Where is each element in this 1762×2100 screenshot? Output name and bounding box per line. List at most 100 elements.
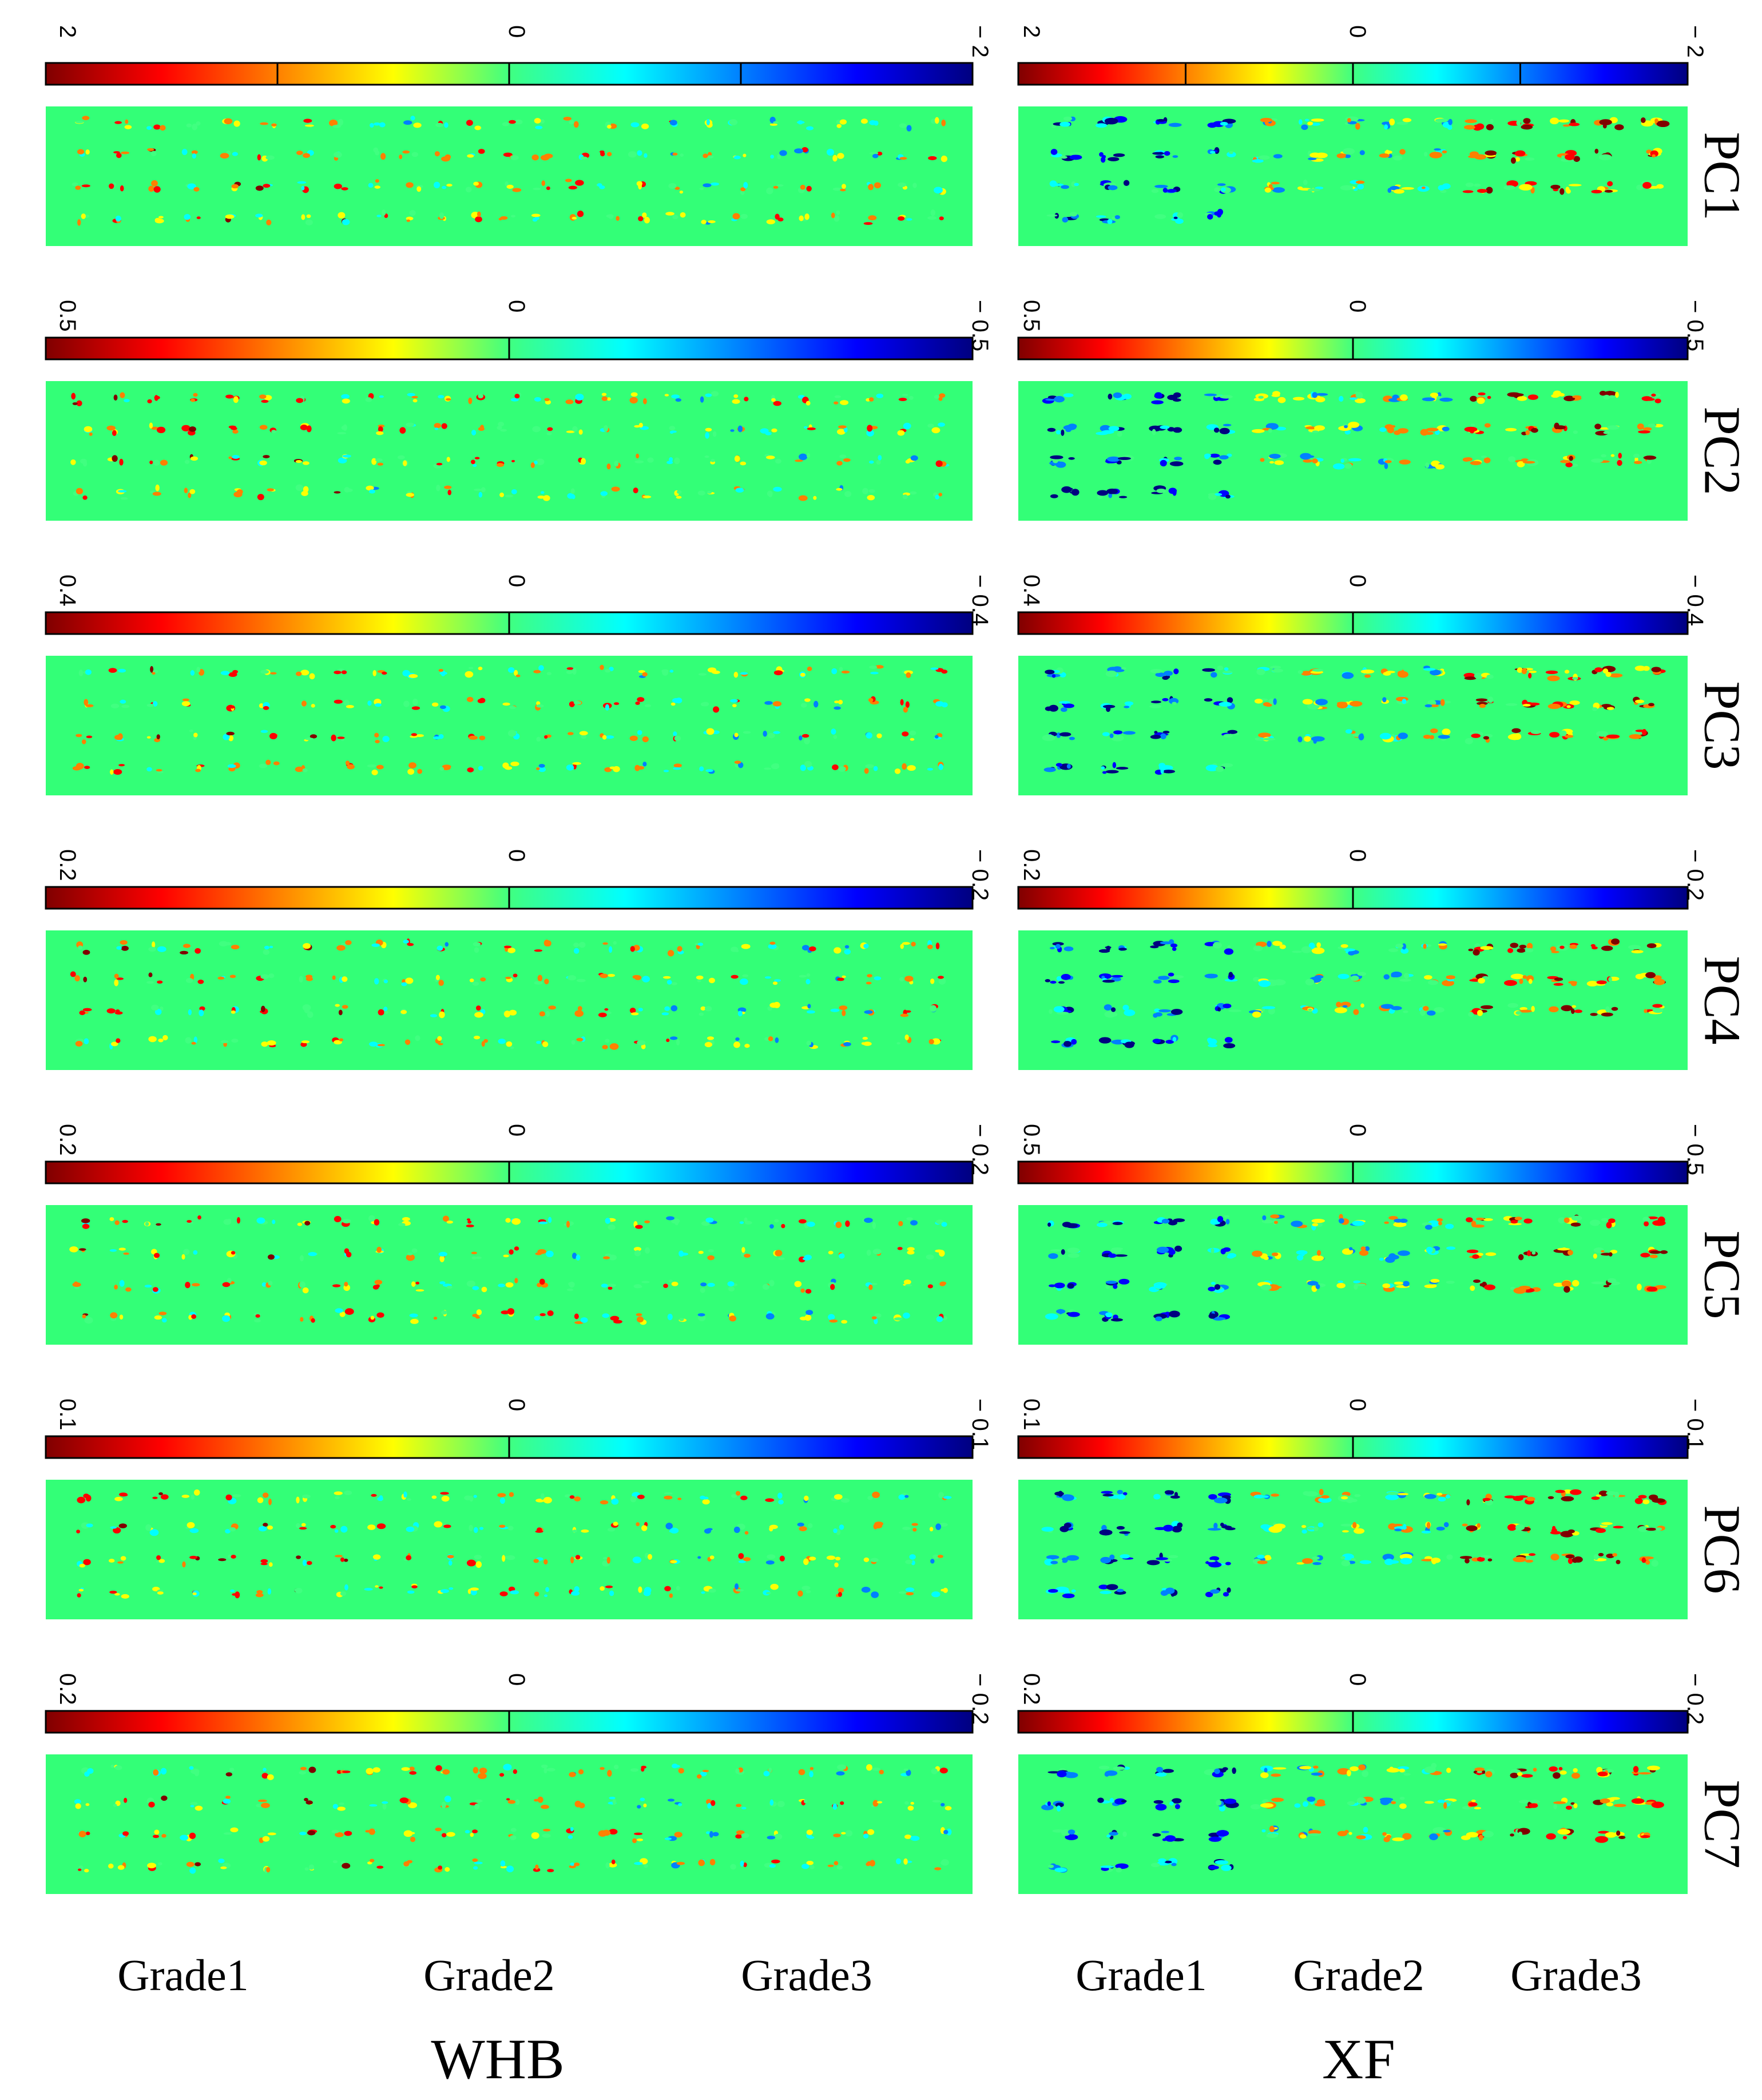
loading-pixel bbox=[1252, 1011, 1261, 1018]
loading-pixel bbox=[843, 427, 848, 433]
loading-pixel bbox=[1268, 1007, 1275, 1015]
loading-map-pixels bbox=[70, 938, 946, 1050]
loading-map-pixels bbox=[76, 1489, 952, 1599]
loading-pixel bbox=[1609, 1252, 1613, 1257]
loading-pixel bbox=[1098, 1765, 1110, 1770]
loading-pixel bbox=[1642, 427, 1652, 431]
loading-pixel bbox=[1062, 1593, 1075, 1599]
loading-pixel bbox=[154, 1315, 162, 1320]
loading-pixel bbox=[1400, 1558, 1412, 1564]
loading-pixel bbox=[707, 155, 714, 159]
loading-pixel bbox=[1475, 698, 1488, 702]
loading-pixel bbox=[539, 1278, 545, 1285]
loading-pixel bbox=[1654, 118, 1658, 123]
loading-pixel bbox=[1216, 1317, 1226, 1320]
loading-pixel bbox=[1573, 1803, 1578, 1809]
loading-pixel bbox=[1521, 1774, 1533, 1778]
loading-pixel bbox=[1565, 1805, 1573, 1810]
loading-pixel bbox=[308, 1766, 316, 1773]
loading-pixel bbox=[340, 942, 347, 946]
loading-pixel bbox=[1462, 457, 1470, 462]
loading-pixel bbox=[402, 669, 410, 677]
loading-pixel bbox=[406, 1526, 415, 1532]
loading-pixel bbox=[539, 1011, 545, 1017]
loading-pixel bbox=[600, 1767, 605, 1770]
loading-pixel bbox=[665, 1523, 673, 1530]
loading-pixel bbox=[1547, 1496, 1554, 1499]
loading-pixel bbox=[1216, 1830, 1229, 1837]
loading-pixel bbox=[670, 1036, 678, 1040]
loading-pixel bbox=[904, 1801, 909, 1805]
loading-pixel bbox=[940, 155, 947, 163]
loading-pixel bbox=[868, 397, 874, 402]
loading-pixel bbox=[1260, 1524, 1271, 1530]
loading-pixel bbox=[1050, 149, 1058, 155]
loading-pixel bbox=[1635, 729, 1645, 732]
loading-pixel bbox=[861, 1587, 871, 1593]
loading-pixel bbox=[1646, 943, 1657, 949]
loading-pixel bbox=[1210, 1589, 1220, 1594]
loading-pixel bbox=[1443, 1521, 1449, 1528]
loading-pixel bbox=[81, 184, 90, 188]
loading-pixel bbox=[466, 1559, 476, 1567]
loading-pixel bbox=[514, 394, 520, 399]
loading-pixel bbox=[1304, 1491, 1318, 1497]
loading-pixel bbox=[535, 1864, 539, 1870]
loading-pixel bbox=[572, 426, 578, 432]
loading-pixel bbox=[538, 767, 546, 772]
loading-pixel bbox=[382, 1803, 387, 1810]
loading-pixel bbox=[1652, 1004, 1663, 1008]
loading-pixel bbox=[866, 981, 872, 985]
colorbar-label-center: 0 bbox=[1345, 849, 1370, 862]
loading-pixel bbox=[839, 1005, 848, 1011]
loading-pixel bbox=[1634, 461, 1642, 465]
loading-pixel bbox=[796, 121, 805, 124]
loading-pixel bbox=[703, 153, 708, 159]
loading-pixel bbox=[834, 1562, 839, 1568]
loading-pixel bbox=[868, 184, 874, 191]
loading-pixel bbox=[606, 1556, 611, 1564]
loading-pixel bbox=[509, 706, 517, 710]
loading-pixel bbox=[867, 1829, 875, 1835]
loading-pixel bbox=[832, 1803, 838, 1810]
loading-pixel bbox=[1348, 950, 1355, 956]
loading-pixel bbox=[309, 673, 315, 680]
loading-pixel bbox=[607, 1283, 617, 1287]
loading-pixel bbox=[149, 460, 153, 465]
loading-pixel bbox=[466, 1218, 471, 1221]
loading-pixel bbox=[368, 183, 374, 188]
colorbar-label-left: 0.4 bbox=[1019, 574, 1044, 607]
loading-pixel bbox=[1150, 735, 1161, 739]
loading-pixel bbox=[869, 460, 874, 464]
loading-pixel bbox=[410, 735, 418, 738]
loading-pixel bbox=[125, 119, 129, 124]
loading-pixel bbox=[1267, 941, 1272, 948]
loading-pixel bbox=[341, 394, 350, 399]
loading-pixel bbox=[1213, 974, 1217, 977]
loading-pixel bbox=[632, 1838, 637, 1844]
loading-pixel bbox=[230, 1589, 235, 1592]
loading-pixel bbox=[767, 490, 773, 497]
loading-map bbox=[46, 106, 973, 246]
loading-pixel bbox=[1340, 1523, 1354, 1527]
loading-pixel bbox=[1484, 423, 1491, 428]
pc-label: PC5 bbox=[1694, 1230, 1751, 1319]
loading-pixel bbox=[613, 941, 617, 945]
loading-pixel bbox=[114, 121, 122, 124]
loading-pixel bbox=[189, 426, 196, 432]
loading-pixel bbox=[1473, 949, 1480, 956]
loading-pixel bbox=[700, 702, 708, 707]
colorbar-label-left: 0.5 bbox=[55, 300, 80, 332]
loading-pixel bbox=[1067, 1253, 1080, 1258]
loading-pixel bbox=[186, 123, 192, 128]
loading-pixel bbox=[862, 1037, 868, 1040]
loading-pixel bbox=[402, 150, 410, 154]
loading-pixel bbox=[1638, 1772, 1652, 1775]
loading-pixel bbox=[262, 1836, 270, 1842]
loading-pixel bbox=[536, 1041, 542, 1044]
loading-pixel bbox=[707, 1282, 715, 1287]
loading-pixel bbox=[1442, 728, 1451, 735]
loading-pixel bbox=[1308, 157, 1317, 160]
loading-pixel bbox=[306, 425, 312, 433]
loading-pixel bbox=[1545, 670, 1558, 675]
